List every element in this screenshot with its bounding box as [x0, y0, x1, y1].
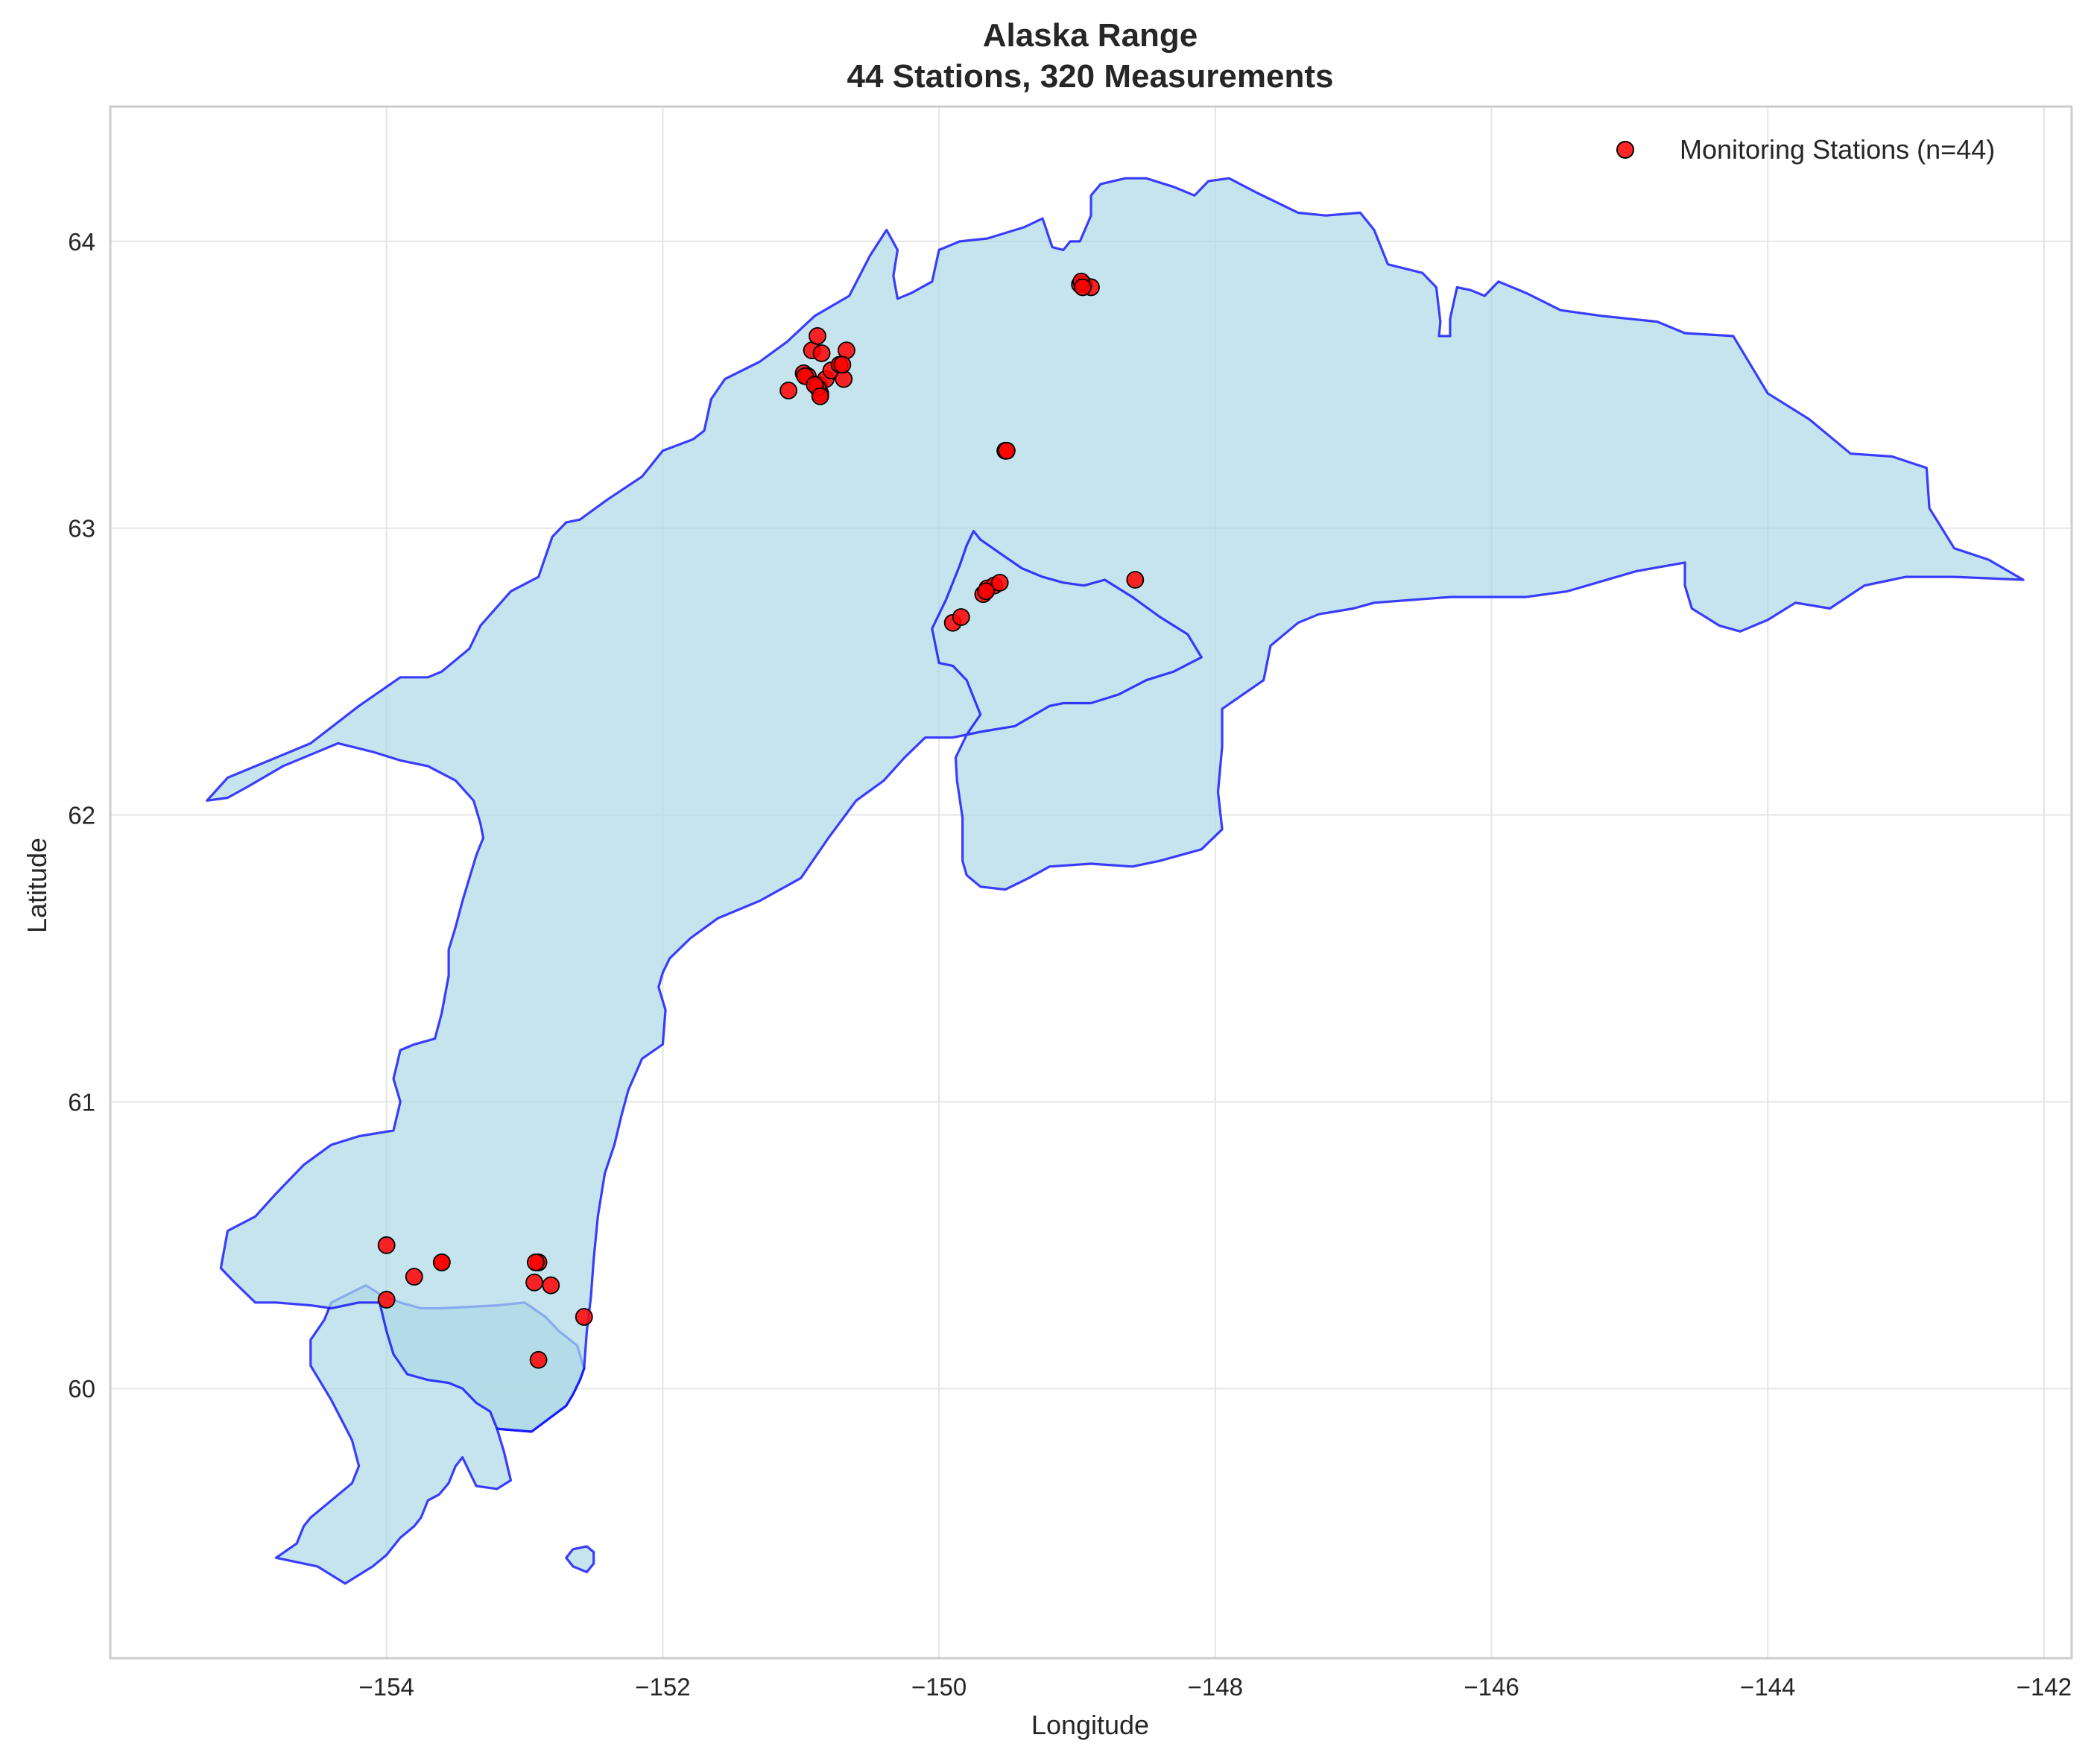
y-tick-label: 62	[68, 802, 95, 829]
station-point	[529, 1350, 548, 1369]
station-point	[812, 344, 831, 362]
station-point	[405, 1268, 423, 1286]
x-tick-label: −154	[359, 1673, 414, 1701]
region-polygon	[565, 1545, 595, 1574]
station-point	[811, 387, 829, 405]
region-shape	[206, 177, 2025, 1585]
station-point	[833, 355, 852, 374]
station-point	[990, 573, 1009, 592]
y-tick-label: 60	[68, 1375, 95, 1403]
station-point	[1073, 278, 1092, 297]
region-polygon	[206, 177, 2025, 1433]
x-tick-label: −144	[1740, 1673, 1795, 1701]
station-point	[1126, 571, 1145, 589]
y-tick-label: 63	[68, 515, 95, 543]
y-axis-label: Latitude	[22, 838, 52, 933]
station-point	[377, 1236, 396, 1254]
station-point	[542, 1276, 560, 1294]
x-tick-label: −150	[911, 1673, 967, 1701]
legend-label: Monitoring Stations (n=44)	[1680, 134, 1995, 165]
x-axis-label: Longitude	[1031, 1710, 1149, 1740]
y-axis-ticks: 60 61 62 63 64	[68, 228, 95, 1403]
x-axis-ticks: −154 −152 −150 −148 −146 −144 −142	[359, 1673, 2072, 1701]
station-point	[377, 1291, 396, 1309]
legend-marker	[1616, 141, 1634, 159]
station-point	[525, 1273, 543, 1292]
plot-frame	[109, 105, 2073, 1660]
chart-title: Alaska Range	[983, 17, 1198, 54]
x-tick-label: −148	[1188, 1673, 1243, 1701]
station-point	[575, 1308, 593, 1326]
y-tick-label: 61	[68, 1088, 95, 1116]
x-tick-label: −142	[2016, 1673, 2072, 1701]
x-tick-label: −146	[1464, 1673, 1519, 1701]
legend: Monitoring Stations (n=44)	[1616, 134, 1995, 165]
station-point	[432, 1254, 451, 1271]
station-points	[377, 272, 1145, 1369]
y-tick-label: 64	[68, 228, 95, 256]
station-point	[998, 441, 1016, 460]
station-point	[779, 382, 797, 399]
x-tick-label: −152	[635, 1673, 690, 1701]
chart-subtitle: 44 Stations, 320 Measurements	[847, 58, 1334, 95]
station-point	[977, 582, 996, 601]
station-point	[526, 1254, 545, 1271]
station-point	[809, 326, 826, 345]
station-point	[952, 608, 970, 626]
